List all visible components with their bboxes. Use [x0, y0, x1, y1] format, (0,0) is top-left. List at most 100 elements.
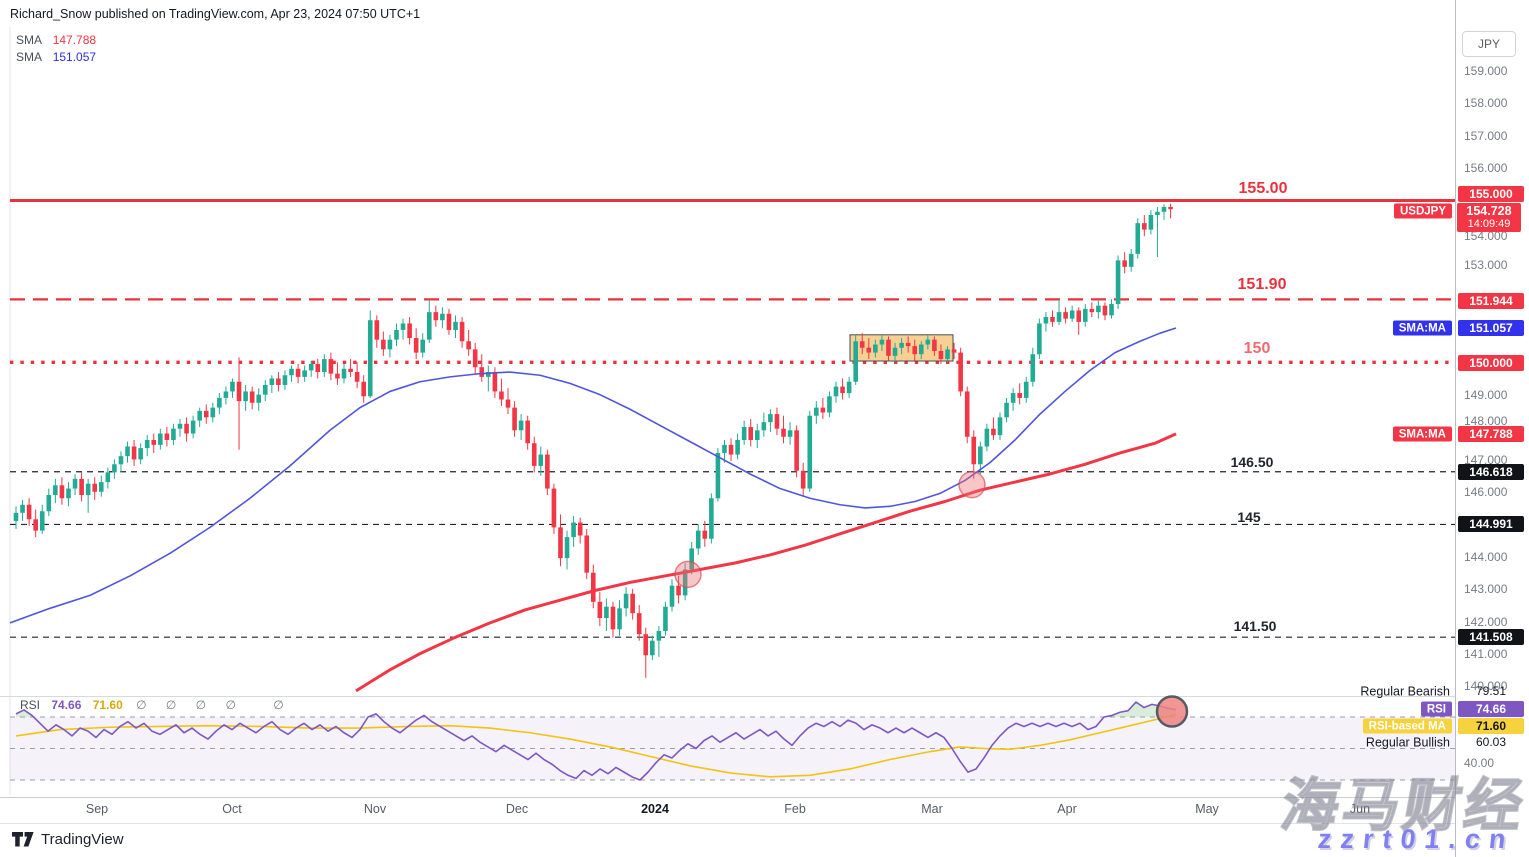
candle-body	[807, 415, 813, 489]
sma-label: SMA	[16, 50, 42, 64]
candle-body	[184, 423, 189, 434]
rsi-legend-row[interactable]: RSI 74.66 71.60 ∅ ∅ ∅ ∅ ∅	[20, 698, 284, 712]
candle-body	[932, 339, 937, 351]
candle-body	[479, 367, 485, 377]
price-axis-tick: 154.000	[1464, 229, 1508, 243]
candle-body	[1128, 253, 1134, 267]
price-axis-tick: 156.000	[1464, 161, 1508, 175]
candle-body	[197, 410, 202, 421]
price-axis-value-label: 147.788	[1458, 426, 1524, 442]
candle-body	[617, 608, 622, 630]
candle-body	[604, 606, 609, 619]
rsi-label: RSI	[20, 698, 41, 712]
candle-body	[1089, 308, 1095, 313]
rsi-series-RSI-based MA[interactable]	[15, 713, 1177, 778]
candle-body	[112, 464, 117, 473]
time-axis-label-Dec[interactable]: Dec	[505, 802, 529, 816]
candle-body	[984, 428, 990, 447]
candle-body	[348, 368, 353, 373]
candle-body	[282, 375, 288, 385]
highlight-circle[interactable]	[674, 560, 702, 589]
candle-body	[1023, 381, 1029, 398]
candle-body	[118, 456, 124, 465]
candle-body	[1148, 215, 1154, 230]
sma-legend-row-1[interactable]: SMA 147.788	[16, 33, 96, 47]
rsi-ma-value: 71.60	[92, 698, 123, 712]
highlight-circle[interactable]	[958, 470, 986, 499]
candle-body	[361, 381, 366, 397]
candle-body	[814, 407, 819, 416]
candle-body	[249, 391, 255, 403]
rsi-highlight-circle[interactable]	[1155, 695, 1189, 728]
sma-fast-value: 147.788	[52, 33, 97, 47]
candle-body	[1155, 211, 1160, 216]
sma-line-0[interactable]	[9, 327, 1177, 624]
candle-body	[33, 519, 38, 531]
tradingview-logo-text: TradingView	[41, 831, 124, 848]
candle-body	[610, 606, 616, 630]
time-axis-label-Sep[interactable]: Sep	[85, 802, 109, 816]
time-axis[interactable]: Sep Oct Nov Dec 2024 Feb Mar Apr May Jun	[0, 797, 1455, 824]
candle-body	[98, 482, 104, 492]
tradingview-logo[interactable]: TradingView	[12, 831, 124, 848]
candle-body	[295, 368, 301, 377]
time-axis-label-Feb[interactable]: Feb	[784, 802, 806, 816]
candle-body	[859, 341, 865, 348]
candle-body	[643, 634, 649, 656]
candle-body	[525, 420, 530, 444]
candle-body	[472, 349, 478, 368]
candle-body	[53, 485, 58, 496]
time-axis-label-Jun[interactable]: Jun	[1349, 802, 1371, 816]
candle-body	[892, 347, 898, 356]
candle-body	[840, 386, 845, 394]
price-axis-value-label: 141.508	[1458, 629, 1524, 645]
candle-body	[1069, 310, 1075, 319]
price-axis-value-label: 144.991	[1458, 516, 1524, 532]
time-axis-label-Mar[interactable]: Mar	[921, 802, 943, 816]
candle-body	[1096, 305, 1101, 313]
candle-body	[164, 433, 170, 440]
candle-body	[873, 344, 878, 353]
candle-body	[512, 407, 517, 431]
series-tag-sma-ma: SMA:MA	[1392, 320, 1452, 336]
level-annotation: 146.50	[1231, 454, 1274, 470]
rsi-series-RSI[interactable]	[15, 701, 1177, 781]
candle-body	[66, 488, 71, 499]
candle-body	[13, 512, 19, 521]
price-axis-tick: 153.000	[1464, 258, 1508, 272]
currency-unit-button[interactable]: JPY	[1462, 31, 1516, 57]
time-axis-label-May[interactable]: May	[1195, 802, 1219, 816]
candle-body	[748, 427, 754, 440]
candle-body	[1010, 393, 1016, 403]
candle-body	[735, 439, 740, 455]
time-axis-label-Oct[interactable]: Oct	[222, 802, 242, 816]
candle-body	[702, 530, 708, 539]
candle-body	[440, 313, 445, 321]
price-axis-value-label: 146.618	[1458, 464, 1524, 480]
candle-body	[39, 511, 45, 531]
candle-body	[466, 341, 471, 350]
candle-body	[1122, 260, 1127, 267]
candle-body	[768, 414, 773, 423]
candle-body	[72, 478, 78, 489]
candle-body	[46, 495, 52, 512]
candle-body	[433, 312, 439, 321]
time-axis-label-2024[interactable]: 2024	[641, 802, 669, 816]
chart-canvas[interactable]: 155.00 151.90 150 146.50 145 141.50	[0, 0, 1455, 797]
sma-legend-row-2[interactable]: SMA 151.057	[16, 50, 96, 64]
sma-line-1[interactable]	[355, 432, 1177, 693]
last-price: 154.728	[1466, 204, 1512, 218]
price-axis-tick: 159.000	[1464, 64, 1508, 78]
candle-body	[105, 472, 111, 483]
time-axis-label-Nov[interactable]: Nov	[363, 802, 387, 816]
level-annotation: 151.90	[1238, 276, 1287, 293]
price-axis[interactable]: 159.000 158.000 157.000 156.000 154.000 153.0…	[1455, 0, 1529, 857]
price-axis-tick: 140.000	[1464, 679, 1508, 693]
hidden-value-icons: ∅ ∅ ∅ ∅	[136, 698, 244, 712]
candle-body	[584, 535, 590, 573]
candle-body	[302, 370, 307, 377]
price-axis-tick: 148.000	[1464, 414, 1508, 428]
time-axis-label-Apr[interactable]: Apr	[1057, 802, 1077, 816]
candle-body	[499, 391, 504, 400]
candle-body	[387, 339, 393, 350]
